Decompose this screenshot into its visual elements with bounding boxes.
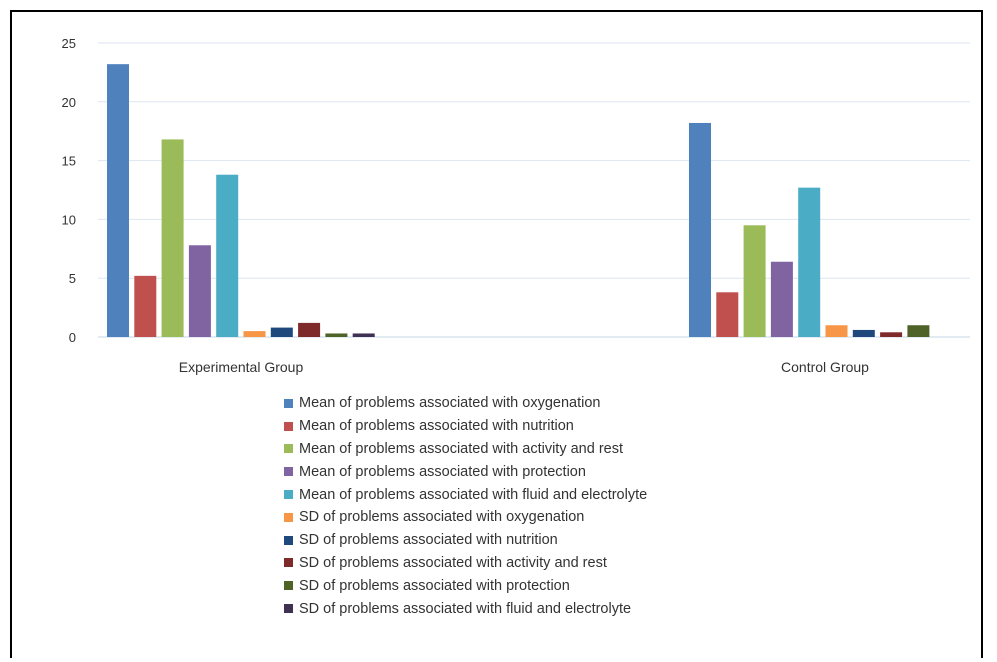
bar [298, 322, 321, 337]
legend-label: Mean of problems associated with nutriti… [299, 418, 574, 435]
legend-swatch [284, 512, 293, 522]
bar [216, 174, 239, 337]
legend-label: Mean of problems associated with activit… [299, 440, 623, 457]
bar [770, 261, 793, 337]
legend-swatch [284, 467, 293, 477]
legend-item: SD of problems associated with oxygenati… [284, 506, 647, 529]
legend-item: Mean of problems associated with oxygena… [284, 392, 647, 415]
grid-lines [98, 42, 970, 338]
bar [825, 325, 848, 337]
legend-label: SD of problems associated with protectio… [299, 577, 570, 594]
y-tick-label: 25 [62, 36, 76, 51]
legend-label: Mean of problems associated with protect… [299, 463, 586, 480]
bar [161, 139, 184, 337]
bar [243, 331, 266, 337]
legend-swatch [284, 581, 293, 591]
bar [743, 225, 766, 337]
legend-label: Mean of problems associated with oxygena… [299, 395, 601, 412]
legend-item: Mean of problems associated with activit… [284, 438, 647, 461]
y-tick-label: 0 [69, 330, 76, 345]
y-tick-label: 10 [62, 212, 76, 227]
legend-swatch [284, 444, 293, 454]
bar [798, 187, 821, 337]
bar [352, 333, 375, 337]
legend-swatch [284, 604, 293, 614]
x-category-label: Control Group [781, 359, 869, 375]
x-category-label: Experimental Group [179, 359, 304, 375]
legend-label: SD of problems associated with activity … [299, 554, 607, 571]
legend-swatch [284, 398, 293, 408]
legend-swatch [284, 558, 293, 568]
y-tick-label: 20 [62, 95, 76, 110]
legend-label: SD of problems associated with oxygenati… [299, 509, 585, 526]
bar [716, 292, 739, 337]
legend-label: SD of problems associated with fluid and… [299, 600, 632, 617]
bars [107, 64, 930, 337]
legend-swatch [284, 421, 293, 431]
legend-label: Mean of problems associated with fluid a… [299, 486, 648, 503]
legend-item: Mean of problems associated with protect… [284, 460, 647, 483]
legend-item: Mean of problems associated with nutriti… [284, 415, 647, 438]
bar [270, 327, 293, 337]
legend-item: SD of problems associated with activity … [284, 552, 647, 575]
legend-item: Mean of problems associated with fluid a… [284, 483, 647, 506]
bar [325, 333, 348, 337]
bar [689, 122, 711, 337]
legend-item: SD of problems associated with protectio… [284, 574, 647, 597]
legend-item: SD of problems associated with nutrition [284, 529, 647, 552]
bar [188, 245, 211, 337]
bar [880, 332, 903, 337]
y-tick-label: 5 [69, 271, 76, 286]
legend-item: SD of problems associated with fluid and… [284, 597, 647, 620]
legend: Mean of problems associated with oxygena… [284, 392, 647, 620]
legend-swatch [284, 490, 293, 500]
bar [134, 275, 157, 337]
bar [107, 64, 129, 337]
legend-swatch [284, 535, 293, 545]
legend-label: SD of problems associated with nutrition [299, 532, 558, 549]
y-axis-ticks: 0 5 10 15 20 25 [62, 36, 76, 345]
x-axis-categories: Experimental Group Control Group [179, 359, 869, 375]
y-tick-label: 15 [62, 154, 76, 169]
bar [907, 325, 930, 337]
bar [852, 329, 875, 337]
